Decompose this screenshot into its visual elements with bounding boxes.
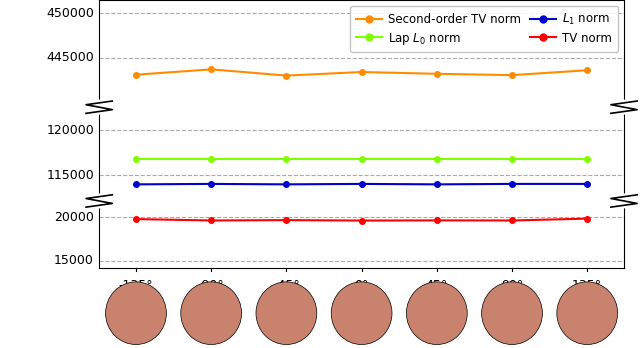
$L_1$ norm <box>584 182 591 186</box>
Lap $L_0$ norm <box>282 157 290 161</box>
Line: $L_1$ norm: $L_1$ norm <box>133 181 590 187</box>
Text: 45°: 45° <box>426 279 448 292</box>
Line: Second-order TV norm: Second-order TV norm <box>133 66 590 78</box>
$L_1$ norm <box>282 182 290 187</box>
TV norm <box>282 218 290 222</box>
$L_1$ norm <box>508 182 516 186</box>
TV norm <box>207 219 215 223</box>
Lap $L_0$ norm <box>207 157 215 161</box>
$L_1$ norm <box>132 182 140 187</box>
Line: Lap $L_0$ norm: Lap $L_0$ norm <box>133 156 590 162</box>
Text: 20000: 20000 <box>54 211 94 224</box>
Text: 0°: 0° <box>355 279 369 292</box>
Second-order TV norm <box>508 73 516 77</box>
Lap $L_0$ norm <box>132 157 140 161</box>
Second-order TV norm <box>433 72 441 76</box>
Second-order TV norm <box>207 67 215 71</box>
Text: 120000: 120000 <box>46 124 94 137</box>
Text: 90°: 90° <box>501 279 523 292</box>
Lap $L_0$ norm <box>584 157 591 161</box>
Lap $L_0$ norm <box>508 157 516 161</box>
$L_1$ norm <box>433 182 441 187</box>
TV norm <box>508 219 516 223</box>
TV norm <box>132 217 140 221</box>
TV norm <box>358 219 365 223</box>
TV norm <box>433 218 441 222</box>
Text: 135°: 135° <box>572 279 602 292</box>
TV norm <box>584 216 591 221</box>
Second-order TV norm <box>132 73 140 77</box>
Line: TV norm: TV norm <box>133 216 590 223</box>
Lap $L_0$ norm <box>358 157 365 161</box>
Second-order TV norm <box>584 68 591 72</box>
$L_1$ norm <box>358 182 365 186</box>
Lap $L_0$ norm <box>433 157 441 161</box>
Second-order TV norm <box>282 73 290 78</box>
Text: 445000: 445000 <box>46 51 94 64</box>
Text: 450000: 450000 <box>46 7 94 20</box>
Text: 15000: 15000 <box>54 254 94 268</box>
Legend: Second-order TV norm, Lap $L_0$ norm, $L_1$ norm, TV norm: Second-order TV norm, Lap $L_0$ norm, $L… <box>350 6 618 53</box>
Text: -90°: -90° <box>198 279 225 292</box>
Text: 115000: 115000 <box>46 169 94 182</box>
$L_1$ norm <box>207 182 215 186</box>
Second-order TV norm <box>358 70 365 74</box>
Text: -45°: -45° <box>273 279 300 292</box>
Text: -135°: -135° <box>118 279 154 292</box>
